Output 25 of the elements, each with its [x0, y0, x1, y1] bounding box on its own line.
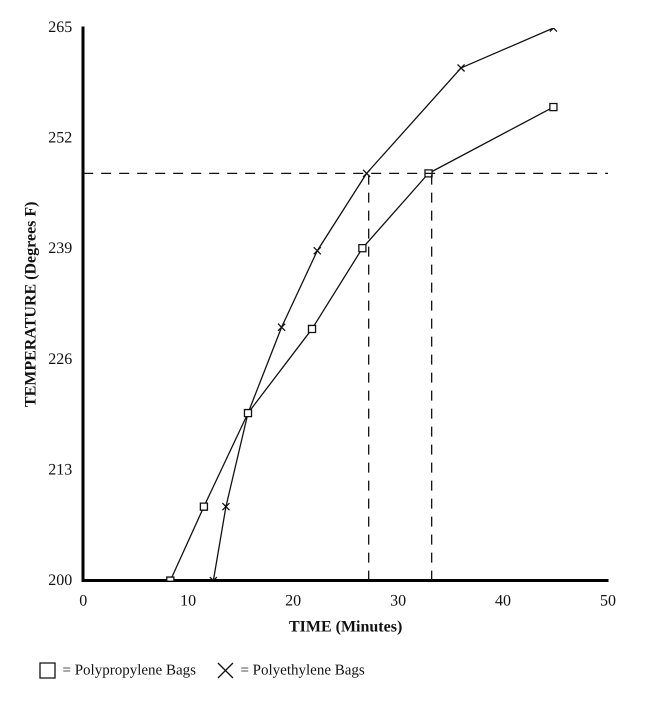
x-tick-label: 40: [495, 592, 512, 610]
y-tick-label: 213: [48, 461, 72, 478]
x-tick-label: 0: [79, 592, 88, 610]
y-axis-title: TEMPERATURE (Degrees F): [22, 202, 40, 408]
point: [362, 169, 371, 178]
y-tick-label: 200: [48, 572, 72, 589]
x-tick-label: 20: [285, 592, 302, 610]
point: [308, 324, 316, 334]
point: [456, 64, 466, 72]
y-tick-label: 226: [48, 350, 72, 368]
point: [222, 502, 230, 511]
point: [313, 246, 322, 255]
legend-label: = Polyethylene Bags: [240, 662, 365, 678]
point: [277, 323, 286, 332]
y-tick-label: 239: [48, 240, 72, 258]
legend-label: = Polypropylene Bags: [62, 662, 196, 678]
x-tick-label: 10: [180, 592, 196, 610]
point: [200, 502, 208, 511]
point: [549, 102, 558, 112]
y-tick-label: 265: [48, 19, 72, 36]
x-tick-label: 30: [390, 592, 406, 610]
x-tick-label: 50: [600, 592, 616, 610]
x-axis-title: TIME (Minutes): [288, 618, 402, 636]
y-tick-label: 252: [48, 130, 72, 147]
point: [358, 244, 367, 252]
